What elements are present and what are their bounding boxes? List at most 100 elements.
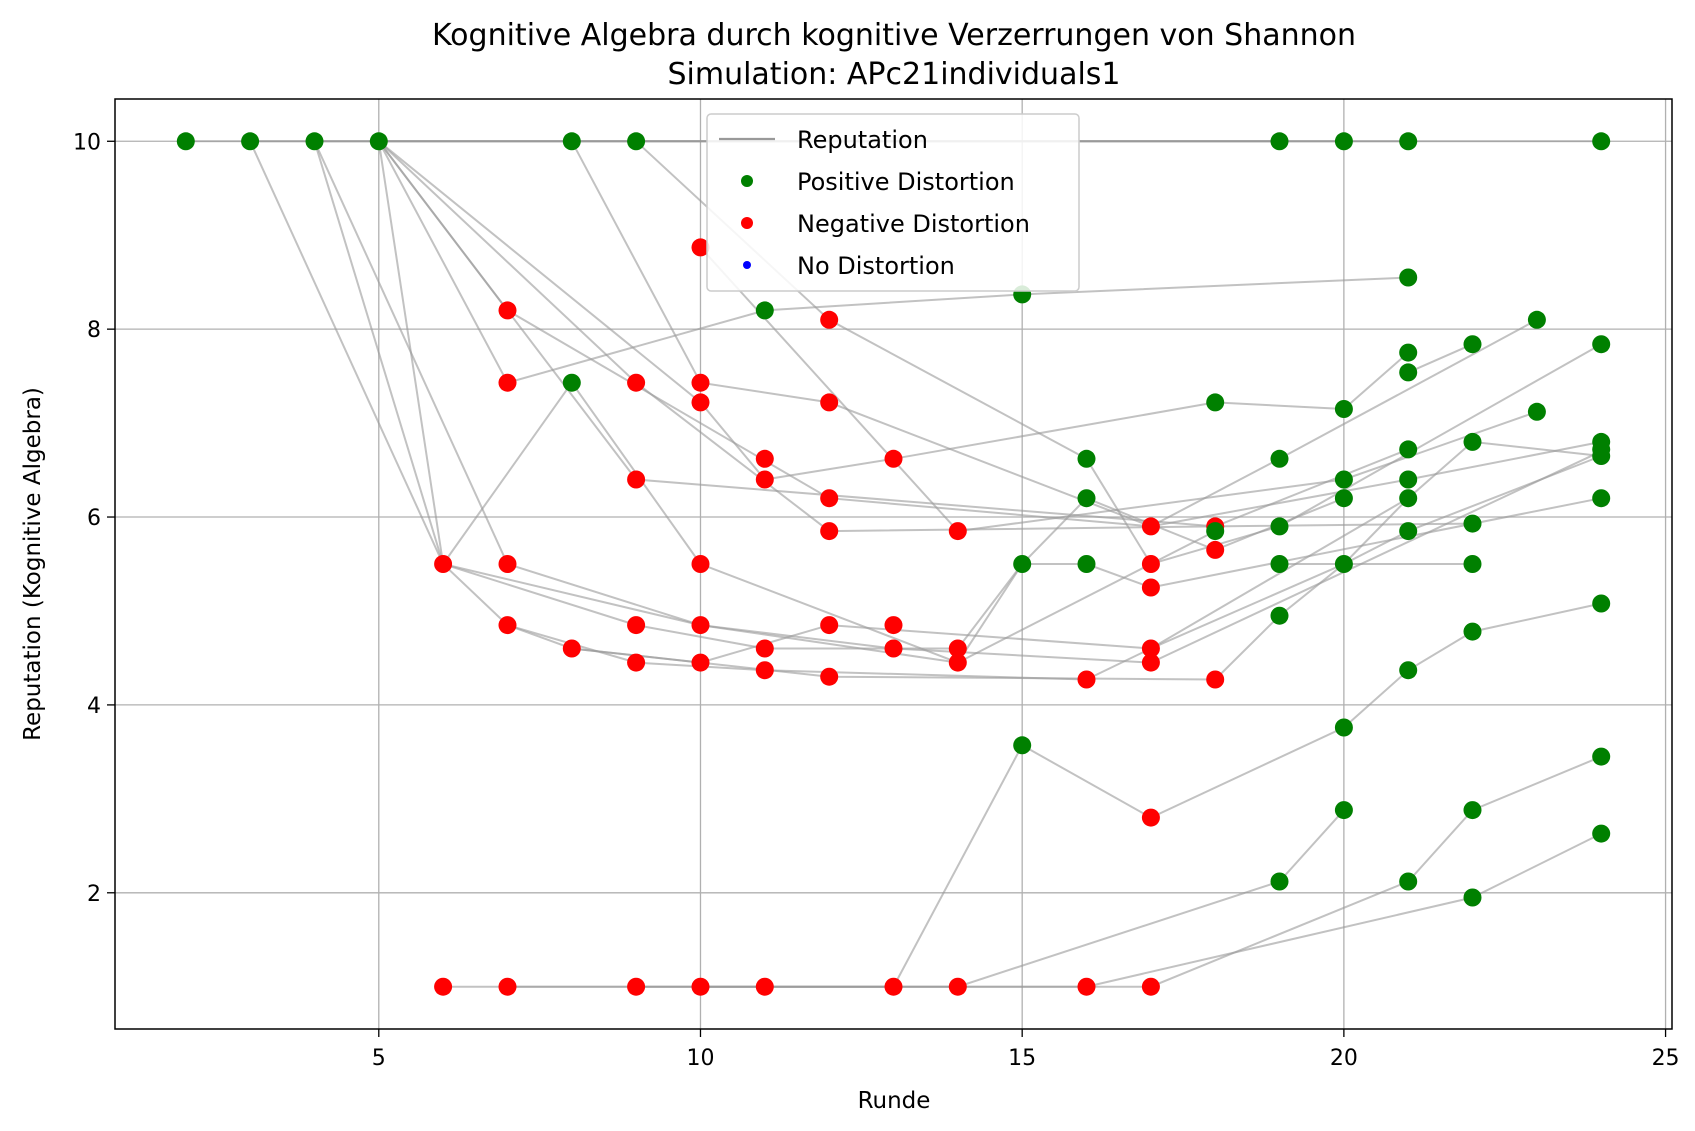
negative-distortion-point — [691, 555, 710, 573]
negative-distortion-point — [820, 616, 839, 635]
negative-distortion-point — [820, 522, 839, 541]
negative-distortion-point — [1141, 555, 1160, 573]
positive-distortion-point — [1399, 522, 1418, 541]
negative-distortion-point — [1141, 639, 1160, 658]
positive-distortion-point — [1077, 449, 1096, 468]
legend-marker-positive — [741, 175, 753, 187]
negative-distortion-point — [627, 977, 646, 996]
negative-distortion-point — [1141, 578, 1160, 597]
negative-distortion-point — [627, 373, 646, 392]
positive-distortion-point — [1270, 872, 1289, 891]
reputation-line — [699, 246, 1538, 533]
positive-distortion-point — [755, 301, 774, 320]
negative-distortion-point — [948, 522, 967, 541]
positive-distortion-point — [1463, 801, 1482, 820]
positive-distortion-point — [1270, 606, 1289, 625]
negative-distortion-point — [820, 310, 839, 329]
negative-distortion-point — [948, 639, 967, 658]
positive-distortion-point — [1334, 470, 1353, 489]
positive-distortion-point — [369, 132, 388, 151]
positive-distortion-point — [562, 132, 581, 151]
positive-distortion-point — [176, 132, 195, 151]
positive-distortion-point — [1399, 470, 1418, 489]
positive-distortion-point — [1334, 400, 1353, 418]
negative-distortion-point — [498, 977, 517, 996]
negative-distortion-point — [948, 653, 967, 672]
negative-distortion-point — [627, 470, 646, 489]
positive-distortion-point — [1463, 514, 1482, 533]
positive-distortion-point — [1013, 736, 1032, 755]
positive-distortion-point — [1463, 335, 1482, 354]
positive-distortion-point — [1077, 555, 1096, 573]
negative-distortion-point — [948, 977, 967, 996]
positive-distortion-point — [1592, 447, 1611, 465]
negative-distortion-point — [884, 639, 903, 658]
negative-distortion-point — [820, 393, 839, 412]
negative-distortion-point — [884, 449, 903, 468]
positive-distortion-point — [1270, 132, 1289, 151]
negative-distortion-point — [755, 977, 774, 996]
negative-distortion-point — [884, 977, 903, 996]
x-axis-label: Runde — [858, 1088, 931, 1114]
positive-distortion-point — [1399, 440, 1418, 459]
positive-distortion-point — [1334, 718, 1353, 737]
positive-distortion-point — [1463, 622, 1482, 641]
negative-distortion-point — [1141, 977, 1160, 996]
legend-label-negative: Negative Distortion — [797, 210, 1030, 238]
positive-distortion-point — [1206, 393, 1225, 412]
negative-distortion-point — [498, 301, 517, 320]
positive-distortion-point — [241, 132, 260, 151]
positive-distortion-point — [1013, 555, 1032, 573]
legend-marker-negative — [741, 217, 753, 229]
reputation-line — [507, 497, 1409, 681]
negative-distortion-point — [562, 639, 581, 658]
positive-distortion-point — [1334, 132, 1353, 151]
positive-distortion-point — [1592, 747, 1611, 766]
positive-distortion-point — [1463, 888, 1482, 907]
x-tick-label: 10 — [686, 1046, 714, 1071]
negative-distortion-point — [691, 393, 710, 412]
negative-distortion-point — [627, 653, 646, 672]
positive-distortion-point — [1206, 522, 1225, 541]
negative-distortion-point — [691, 373, 710, 392]
negative-distortion-point — [1141, 517, 1160, 536]
positive-distortion-point — [1399, 343, 1418, 362]
positive-distortion-point — [1399, 661, 1418, 680]
positive-distortion-point — [1527, 402, 1546, 421]
negative-distortion-point — [691, 616, 710, 635]
reputation-line — [571, 440, 1602, 664]
negative-distortion-point — [1206, 670, 1225, 689]
x-tick-label: 20 — [1330, 1046, 1358, 1071]
distortion-markers — [176, 132, 1611, 996]
x-tick-label: 25 — [1652, 1046, 1680, 1071]
legend-label-positive: Positive Distortion — [797, 168, 1015, 196]
positive-distortion-point — [1592, 335, 1611, 354]
positive-distortion-point — [1334, 489, 1353, 508]
legend-marker-none — [743, 261, 751, 269]
y-tick-label: 8 — [87, 318, 101, 343]
positive-distortion-point — [1399, 872, 1418, 891]
legend-box — [706, 113, 1080, 292]
negative-distortion-point — [434, 977, 453, 996]
x-tick-label: 15 — [1008, 1046, 1036, 1071]
negative-distortion-point — [755, 639, 774, 658]
negative-distortion-point — [498, 616, 517, 635]
negative-distortion-point — [498, 373, 517, 392]
legend-label-reputation: Reputation — [797, 126, 928, 154]
positive-distortion-point — [1334, 555, 1353, 573]
positive-distortion-point — [1270, 555, 1289, 573]
negative-distortion-point — [434, 555, 453, 573]
y-tick-label: 2 — [87, 882, 101, 907]
positive-distortion-point — [1463, 432, 1482, 451]
y-tick-label: 6 — [87, 506, 101, 531]
negative-distortion-point — [691, 653, 710, 672]
negative-distortion-point — [755, 449, 774, 468]
chart-subtitle: Simulation: APc21individuals1 — [667, 57, 1120, 92]
negative-distortion-point — [691, 238, 710, 257]
negative-distortion-point — [1206, 540, 1225, 559]
positive-distortion-point — [1399, 132, 1418, 151]
negative-distortion-point — [627, 616, 646, 635]
positive-distortion-point — [1399, 268, 1418, 287]
positive-distortion-point — [1592, 824, 1611, 843]
